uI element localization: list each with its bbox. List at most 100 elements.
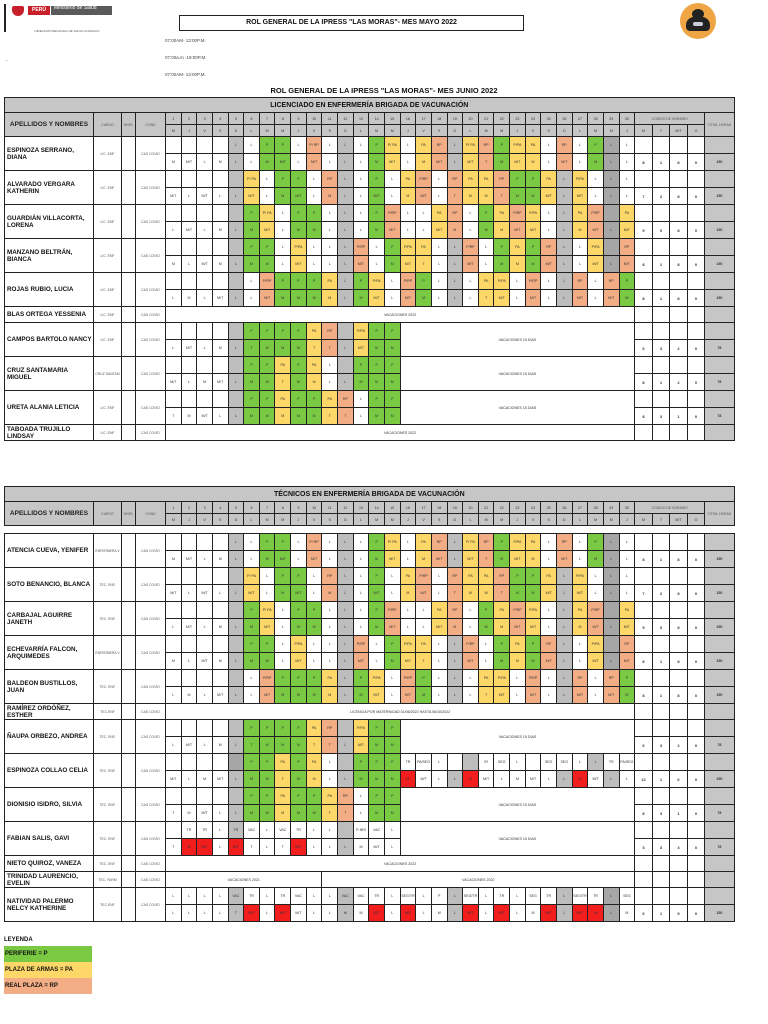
shift-cell[interactable]: M — [290, 339, 307, 357]
shift-cell[interactable]: L — [602, 618, 620, 636]
shift-cell[interactable]: P — [274, 136, 292, 154]
shift-cell[interactable]: PA — [321, 272, 339, 290]
shift-cell[interactable]: L — [337, 838, 354, 856]
shift-cell[interactable]: L — [227, 407, 245, 425]
shift-cell[interactable]: P — [509, 170, 526, 188]
shift-cell[interactable]: L — [337, 669, 354, 687]
shift-cell[interactable]: M/T — [290, 187, 307, 205]
shift-cell[interactable]: T — [321, 804, 339, 822]
shift-cell[interactable]: L — [165, 887, 182, 905]
shift-cell[interactable]: L — [180, 652, 198, 670]
shift-cell[interactable]: VAC — [368, 821, 385, 839]
shift-cell[interactable]: PA — [274, 753, 292, 771]
shift-cell[interactable]: TR — [243, 887, 260, 905]
shift-cell[interactable]: L — [430, 584, 448, 602]
shift-cell[interactable]: M — [321, 187, 339, 205]
shift-cell[interactable]: P — [243, 390, 260, 408]
shift-cell[interactable]: PA — [509, 238, 526, 256]
shift-cell[interactable]: M — [274, 339, 292, 357]
shift-cell[interactable]: PA — [415, 136, 432, 154]
shift-cell[interactable]: M/T — [368, 904, 385, 922]
shift-cell[interactable]: L — [430, 770, 448, 788]
shift-cell[interactable] — [227, 204, 245, 222]
shift-cell[interactable]: L — [415, 601, 432, 619]
shift-cell[interactable]: L — [211, 821, 229, 839]
shift-cell[interactable]: SEG — [540, 753, 558, 771]
shift-cell[interactable]: M — [305, 407, 323, 425]
shift-cell[interactable]: M — [383, 255, 401, 273]
shift-cell[interactable]: L — [540, 669, 558, 687]
shift-cell[interactable]: P/RP — [352, 238, 370, 256]
shift-cell[interactable] — [211, 669, 229, 687]
shift-cell[interactable] — [196, 272, 213, 290]
shift-cell[interactable]: M — [274, 804, 292, 822]
shift-cell[interactable]: L — [352, 136, 370, 154]
shift-cell[interactable]: M/T — [196, 255, 213, 273]
shift-cell[interactable]: P/PA — [368, 272, 385, 290]
shift-cell[interactable]: M/T — [524, 221, 542, 239]
shift-cell[interactable]: P — [493, 533, 511, 551]
shift-cell[interactable]: RP — [540, 635, 558, 653]
shift-cell[interactable]: M/T — [243, 187, 260, 205]
shift-cell[interactable]: T — [274, 770, 292, 788]
shift-cell[interactable]: P — [524, 567, 542, 585]
shift-cell[interactable] — [211, 533, 229, 551]
shift-cell[interactable]: M — [477, 187, 495, 205]
shift-cell[interactable]: L — [509, 272, 526, 290]
shift-cell[interactable]: L — [462, 601, 479, 619]
shift-cell[interactable]: T — [274, 838, 292, 856]
shift-cell[interactable] — [227, 390, 245, 408]
shift-cell[interactable]: M — [415, 686, 432, 704]
shift-cell[interactable] — [196, 753, 213, 771]
shift-cell[interactable]: M — [211, 652, 229, 670]
shift-cell[interactable]: T — [165, 838, 182, 856]
shift-cell[interactable]: P — [383, 635, 401, 653]
shift-cell[interactable]: M — [243, 407, 260, 425]
shift-cell[interactable]: PA — [305, 753, 323, 771]
shift-cell[interactable]: L — [352, 584, 370, 602]
shift-cell[interactable]: M — [352, 904, 370, 922]
shift-cell[interactable]: P/RP — [415, 567, 432, 585]
shift-cell[interactable]: M — [258, 153, 276, 171]
shift-cell[interactable]: M — [571, 770, 589, 788]
shift-cell[interactable]: M/T — [383, 550, 401, 568]
shift-cell[interactable]: L — [540, 533, 558, 551]
shift-cell[interactable]: T — [243, 838, 260, 856]
shift-cell[interactable]: L — [477, 255, 495, 273]
shift-cell[interactable]: M — [368, 153, 385, 171]
shift-cell[interactable]: P — [305, 272, 323, 290]
shift-cell[interactable]: T — [243, 339, 260, 357]
shift-cell[interactable]: L — [571, 652, 589, 670]
shift-cell[interactable]: VAC — [337, 887, 354, 905]
shift-cell[interactable]: M — [196, 373, 213, 391]
shift-cell[interactable]: P — [415, 272, 432, 290]
shift-cell[interactable] — [165, 322, 182, 340]
shift-cell[interactable] — [165, 272, 182, 290]
shift-cell[interactable]: T — [321, 736, 339, 754]
shift-cell[interactable]: P — [587, 533, 604, 551]
shift-cell[interactable]: L — [337, 187, 354, 205]
shift-cell[interactable]: M/T — [165, 373, 182, 391]
shift-cell[interactable]: L — [211, 904, 229, 922]
shift-cell[interactable]: L — [602, 153, 620, 171]
shift-cell[interactable]: M/T — [368, 584, 385, 602]
shift-cell[interactable]: M/T — [196, 652, 213, 670]
shift-cell[interactable]: L — [321, 821, 339, 839]
shift-cell[interactable]: L — [493, 770, 511, 788]
shift-cell[interactable]: M — [243, 255, 260, 273]
shift-cell[interactable]: PA — [305, 322, 323, 340]
shift-cell[interactable]: P — [258, 533, 276, 551]
shift-cell[interactable]: PA — [540, 567, 558, 585]
shift-cell[interactable]: L — [196, 221, 213, 239]
shift-cell[interactable]: PA — [430, 601, 448, 619]
shift-cell[interactable]: L — [337, 221, 354, 239]
shift-cell[interactable]: PA — [571, 204, 589, 222]
shift-cell[interactable]: RP — [556, 533, 573, 551]
shift-cell[interactable] — [165, 669, 182, 687]
shift-cell[interactable]: P — [383, 390, 401, 408]
shift-cell[interactable]: P — [618, 272, 636, 290]
shift-cell[interactable]: M — [399, 584, 417, 602]
shift-cell[interactable] — [337, 753, 354, 771]
shift-cell[interactable]: M/T — [258, 221, 276, 239]
shift-cell[interactable]: L — [352, 390, 370, 408]
